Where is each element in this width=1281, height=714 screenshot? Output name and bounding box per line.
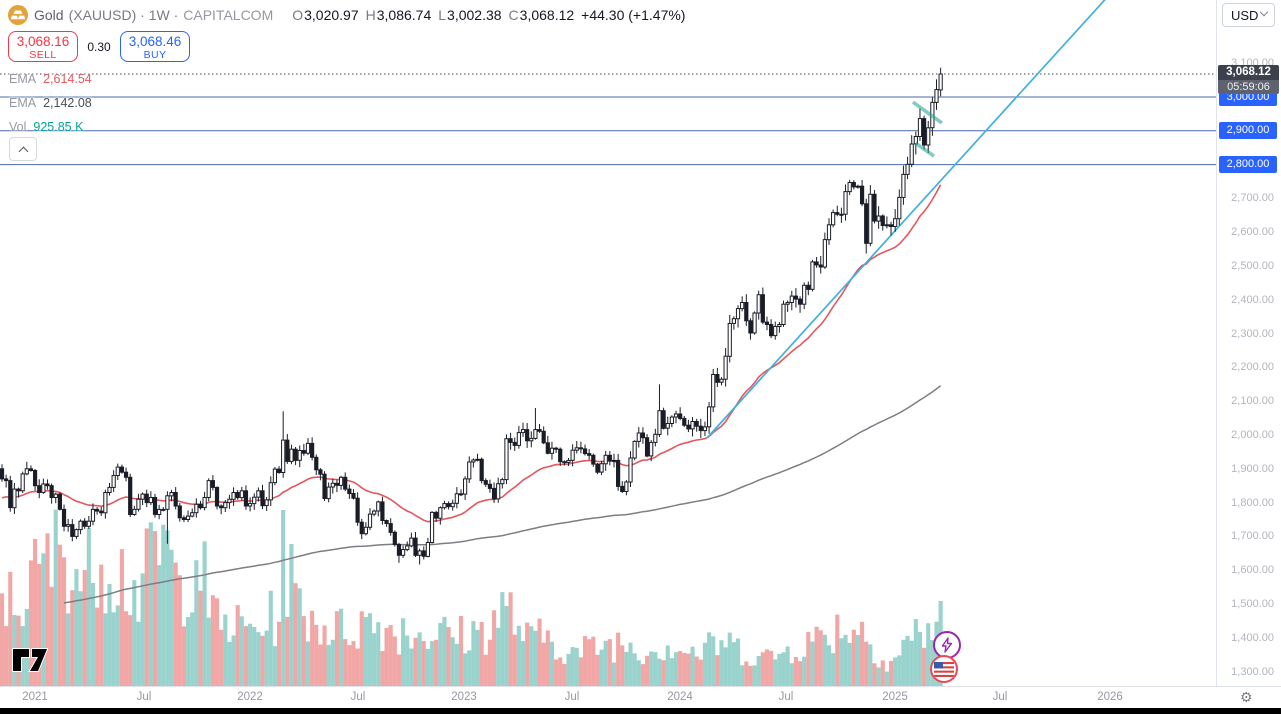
chevron-down-icon <box>1259 7 1269 17</box>
ohlc-key: O <box>292 7 304 23</box>
ohlc-key: H <box>365 7 376 23</box>
price-axis-label: 1,600.00 <box>1231 564 1274 577</box>
axis-settings-gear-icon[interactable]: ⚙ <box>1240 689 1253 705</box>
event-us-flag-marker[interactable] <box>930 655 958 683</box>
legend-ema-200[interactable]: EMA 2,142.08 <box>9 95 92 110</box>
time-axis-label: 2025 <box>882 691 908 703</box>
currency-label: USD <box>1231 7 1259 23</box>
collapse-legend-button[interactable] <box>9 137 37 161</box>
time-axis-label: 2023 <box>451 691 477 703</box>
price-axis[interactable]: USD 3,100.00 2,700.00 2,600.00 2,500.00 2,40… <box>1216 0 1281 686</box>
exchange-name: CAPITALCOM <box>183 7 274 23</box>
time-axis-label: Jul <box>992 691 1008 703</box>
buy-label: BUY <box>143 49 167 61</box>
sell-label: SELL <box>29 49 57 61</box>
spread-value: 0.30 <box>87 39 111 54</box>
time-axis[interactable]: 2021 Jul 2022 Jul 2023 Jul 2024 Jul 2025 Jul 2026 … <box>0 686 1281 708</box>
volume-label: Vol <box>9 119 27 134</box>
buy-button[interactable]: 3,068.46 BUY <box>120 31 190 62</box>
tradingview-logo[interactable] <box>12 648 49 678</box>
ohlc-value: 3,086.74 <box>376 7 432 23</box>
ohlc-value: 3,020.97 <box>304 7 359 23</box>
volume-value: 925.85 K <box>33 119 84 134</box>
price-axis-label: 1,900.00 <box>1231 462 1274 475</box>
price-chart-canvas[interactable] <box>0 0 1216 686</box>
price-axis-label: 2,700.00 <box>1231 192 1274 205</box>
ohlc-value: 3,068.12 <box>519 7 575 23</box>
ohlc-values: O 3,020.97 H 3,086.74 L 3,002.38 C 3,068.12 <box>285 7 574 23</box>
time-axis-label: Jul <box>564 691 580 703</box>
window-bottom-bar <box>0 708 1281 714</box>
price-axis-label: 2,200.00 <box>1231 361 1274 374</box>
time-axis-label: Jul <box>136 691 152 703</box>
ema-30-line <box>1 184 942 523</box>
order-panel: 3,068.16 SELL 0.30 3,068.46 BUY <box>8 31 190 62</box>
last-price-value: 3,068.12 <box>1218 64 1279 80</box>
volume-bars <box>0 509 943 686</box>
time-axis-label: 2024 <box>667 691 693 703</box>
currency-selector[interactable]: USD <box>1222 3 1275 27</box>
price-level-lines <box>0 73 1216 166</box>
price-level-badge: 2,900.00 <box>1219 122 1277 140</box>
candles <box>0 67 943 565</box>
price-axis-label: 2,500.00 <box>1231 260 1274 272</box>
sell-button[interactable]: 3,068.16 SELL <box>8 31 78 62</box>
event-lightning-marker[interactable] <box>933 631 961 659</box>
price-axis-label: 1,500.00 <box>1231 598 1274 610</box>
ema-value: 2,142.08 <box>43 95 92 110</box>
price-axis-label: 2,000.00 <box>1231 429 1274 441</box>
price-axis-label: 1,800.00 <box>1231 496 1274 509</box>
trendline-drawing <box>706 0 1106 439</box>
price-axis-label: 2,400.00 <box>1231 293 1274 306</box>
price-axis-label: 1,400.00 <box>1231 631 1274 644</box>
flag-channel-drawing <box>911 100 943 158</box>
price-axis-label: 2,300.00 <box>1231 327 1274 340</box>
us-flag-icon <box>934 661 954 677</box>
price-level-badge: 2,800.00 <box>1219 156 1277 174</box>
symbol-info: (XAUUSD) · 1W · <box>68 7 179 23</box>
price-change: +44.30 (+1.47%) <box>581 7 686 23</box>
price-axis-label: 1,300.00 <box>1231 665 1274 678</box>
price-axis-label: 1,700.00 <box>1231 530 1274 543</box>
sell-price: 3,068.16 <box>16 34 70 49</box>
buy-price: 3,068.46 <box>128 34 182 49</box>
time-axis-label: 2022 <box>237 691 263 703</box>
price-axis-label: 2,100.00 <box>1231 395 1274 408</box>
time-axis-label: 2026 <box>1097 691 1123 703</box>
legend-ema-30[interactable]: EMA 2,614.54 <box>9 71 92 86</box>
time-axis-label: Jul <box>778 691 794 703</box>
bar-countdown: 05:59:06 <box>1218 79 1279 94</box>
ema-label: EMA <box>9 71 37 86</box>
chevron-up-icon <box>18 146 29 157</box>
price-axis-label: 2,600.00 <box>1231 226 1274 239</box>
lightning-icon <box>941 637 953 653</box>
time-axis-label: Jul <box>350 691 366 703</box>
last-price-badge: 3,068.12 05:59:06 <box>1218 64 1279 94</box>
legend-volume[interactable]: Vol 925.85 K <box>9 119 83 134</box>
time-axis-label: 2021 <box>22 691 48 703</box>
ohlc-key: C <box>508 7 519 23</box>
symbol-name[interactable]: Gold <box>34 7 64 23</box>
symbol-header: Gold (XAUUSD) · 1W · CAPITALCOM O 3,020.9… <box>8 4 685 26</box>
ohlc-key: L <box>438 7 447 23</box>
ema-label: EMA <box>9 95 37 110</box>
ohlc-value: 3,002.38 <box>447 7 502 23</box>
ema-200-line <box>63 385 942 604</box>
ema-value: 2,614.54 <box>43 71 92 86</box>
gold-symbol-icon <box>8 5 28 25</box>
